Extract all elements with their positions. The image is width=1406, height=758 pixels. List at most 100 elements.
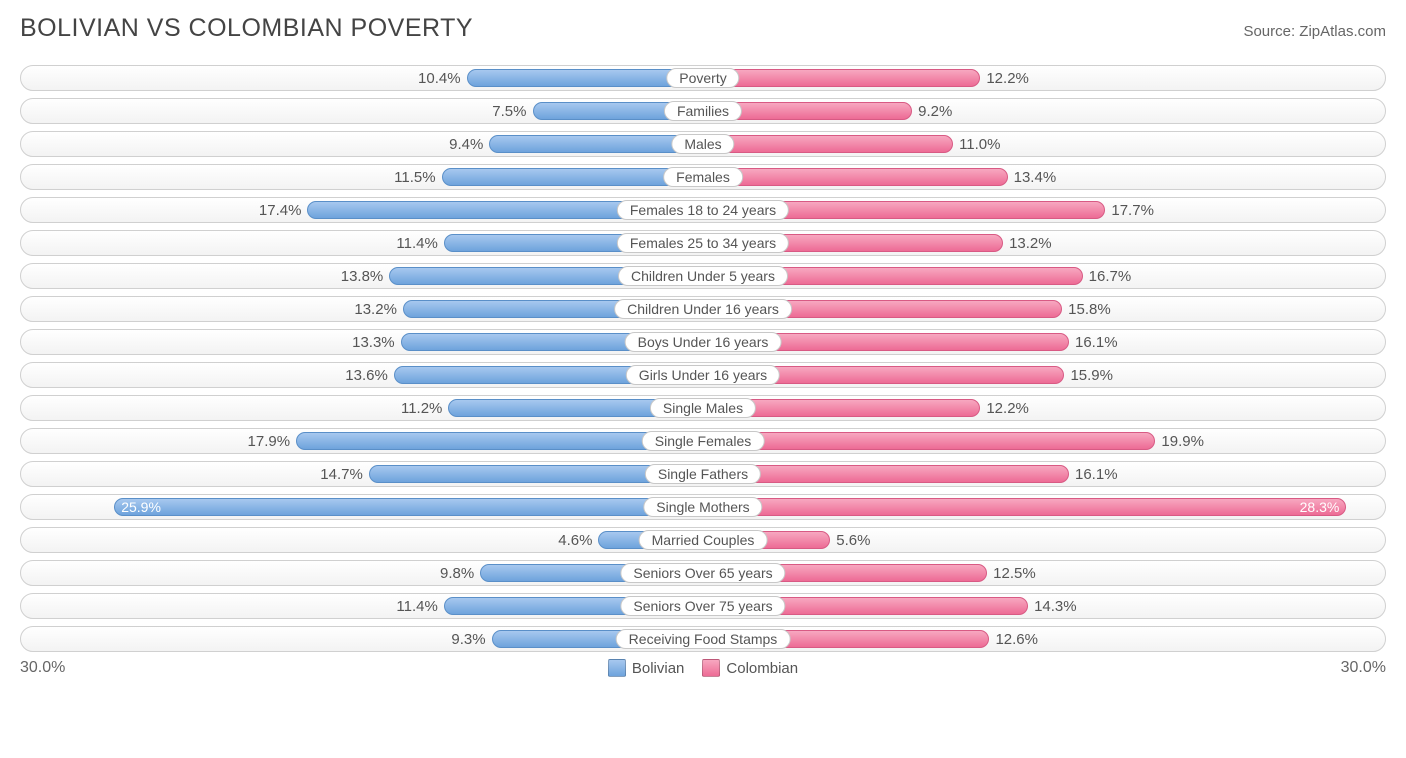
- right-value: 16.1%: [1075, 466, 1118, 483]
- right-half: 16.1%: [703, 330, 1385, 354]
- left-value: 13.2%: [354, 301, 397, 318]
- left-value: 4.6%: [558, 532, 592, 549]
- legend-swatch-colombian: [702, 659, 720, 677]
- left-value: 17.4%: [259, 202, 302, 219]
- category-label: Families: [664, 101, 742, 121]
- right-value: 15.9%: [1070, 367, 1113, 384]
- right-half: 11.0%: [703, 132, 1385, 156]
- axis-max-right: 30.0%: [1341, 659, 1386, 677]
- right-half: 12.5%: [703, 561, 1385, 585]
- chart-row: 10.4% 12.2% Poverty: [20, 65, 1386, 91]
- right-value: 16.1%: [1075, 334, 1118, 351]
- right-half: 17.7%: [703, 198, 1385, 222]
- right-value: 12.6%: [995, 631, 1038, 648]
- left-half: 11.2%: [21, 396, 703, 420]
- right-half: 15.9%: [703, 363, 1385, 387]
- right-half: 12.6%: [703, 627, 1385, 651]
- right-value: 19.9%: [1161, 433, 1204, 450]
- category-label: Single Mothers: [643, 497, 762, 517]
- left-half: 17.4%: [21, 198, 703, 222]
- left-half: 25.9%: [21, 495, 703, 519]
- legend-label-colombian: Colombian: [726, 660, 798, 677]
- category-label: Receiving Food Stamps: [616, 629, 791, 649]
- right-value: 28.3%: [1300, 499, 1340, 515]
- left-half: 4.6%: [21, 528, 703, 552]
- right-half: 12.2%: [703, 66, 1385, 90]
- chart-row: 11.4% 13.2% Females 25 to 34 years: [20, 230, 1386, 256]
- left-half: 11.4%: [21, 231, 703, 255]
- left-value: 11.5%: [394, 169, 435, 186]
- category-label: Single Females: [642, 431, 765, 451]
- chart-row: 13.2% 15.8% Children Under 16 years: [20, 296, 1386, 322]
- right-value: 5.6%: [836, 532, 870, 549]
- left-value: 17.9%: [248, 433, 291, 450]
- right-bar: 28.3%: [703, 498, 1346, 516]
- chart-row: 17.4% 17.7% Females 18 to 24 years: [20, 197, 1386, 223]
- category-label: Single Fathers: [645, 464, 761, 484]
- right-value: 11.0%: [959, 136, 1000, 153]
- left-half: 17.9%: [21, 429, 703, 453]
- left-half: 11.4%: [21, 594, 703, 618]
- right-half: 28.3%: [703, 495, 1385, 519]
- legend-label-bolivian: Bolivian: [632, 660, 685, 677]
- chart-row: 17.9% 19.9% Single Females: [20, 428, 1386, 454]
- left-half: 13.8%: [21, 264, 703, 288]
- category-label: Seniors Over 65 years: [620, 563, 785, 583]
- chart-row: 13.8% 16.7% Children Under 5 years: [20, 263, 1386, 289]
- left-value: 11.4%: [396, 598, 437, 615]
- right-half: 9.2%: [703, 99, 1385, 123]
- category-label: Females: [663, 167, 743, 187]
- chart-row: 11.5% 13.4% Females: [20, 164, 1386, 190]
- category-label: Children Under 16 years: [614, 299, 792, 319]
- chart-row: 14.7% 16.1% Single Fathers: [20, 461, 1386, 487]
- chart-header: BOLIVIAN VS COLOMBIAN POVERTY Source: Zi…: [20, 14, 1386, 43]
- category-label: Poverty: [666, 68, 739, 88]
- category-label: Females 25 to 34 years: [617, 233, 789, 253]
- diverging-bar-chart: 10.4% 12.2% Poverty 7.5% 9.2% Families: [20, 65, 1386, 652]
- right-half: 16.1%: [703, 462, 1385, 486]
- chart-row: 11.4% 14.3% Seniors Over 75 years: [20, 593, 1386, 619]
- left-value: 13.6%: [345, 367, 388, 384]
- left-value: 10.4%: [418, 70, 461, 87]
- left-bar: 25.9%: [114, 498, 703, 516]
- right-half: 15.8%: [703, 297, 1385, 321]
- left-half: 14.7%: [21, 462, 703, 486]
- right-half: 14.3%: [703, 594, 1385, 618]
- left-half: 9.4%: [21, 132, 703, 156]
- right-value: 13.4%: [1014, 169, 1057, 186]
- legend: Bolivian Colombian: [608, 659, 798, 677]
- category-label: Females 18 to 24 years: [617, 200, 789, 220]
- category-label: Single Males: [650, 398, 756, 418]
- right-half: 16.7%: [703, 264, 1385, 288]
- left-half: 7.5%: [21, 99, 703, 123]
- chart-row: 9.3% 12.6% Receiving Food Stamps: [20, 626, 1386, 652]
- right-half: 12.2%: [703, 396, 1385, 420]
- left-value: 7.5%: [492, 103, 526, 120]
- category-label: Married Couples: [639, 530, 768, 550]
- right-value: 12.2%: [986, 400, 1029, 417]
- right-value: 15.8%: [1068, 301, 1111, 318]
- chart-footer: 30.0% Bolivian Colombian 30.0%: [20, 659, 1386, 677]
- left-half: 13.6%: [21, 363, 703, 387]
- right-value: 12.2%: [986, 70, 1029, 87]
- left-half: 9.3%: [21, 627, 703, 651]
- chart-row: 11.2% 12.2% Single Males: [20, 395, 1386, 421]
- left-half: 10.4%: [21, 66, 703, 90]
- right-value: 13.2%: [1009, 235, 1052, 252]
- chart-row: 9.8% 12.5% Seniors Over 65 years: [20, 560, 1386, 586]
- category-label: Children Under 5 years: [618, 266, 788, 286]
- left-value: 11.4%: [396, 235, 437, 252]
- chart-source: Source: ZipAtlas.com: [1243, 23, 1386, 40]
- category-label: Girls Under 16 years: [626, 365, 780, 385]
- left-value: 14.7%: [320, 466, 363, 483]
- legend-item-bolivian: Bolivian: [608, 659, 685, 677]
- chart-row: 7.5% 9.2% Families: [20, 98, 1386, 124]
- left-half: 11.5%: [21, 165, 703, 189]
- chart-row: 9.4% 11.0% Males: [20, 131, 1386, 157]
- left-value: 25.9%: [121, 499, 161, 515]
- chart-row: 25.9% 28.3% Single Mothers: [20, 494, 1386, 520]
- axis-max-left: 30.0%: [20, 659, 65, 677]
- chart-title: BOLIVIAN VS COLOMBIAN POVERTY: [20, 14, 473, 43]
- right-value: 16.7%: [1089, 268, 1132, 285]
- left-half: 13.3%: [21, 330, 703, 354]
